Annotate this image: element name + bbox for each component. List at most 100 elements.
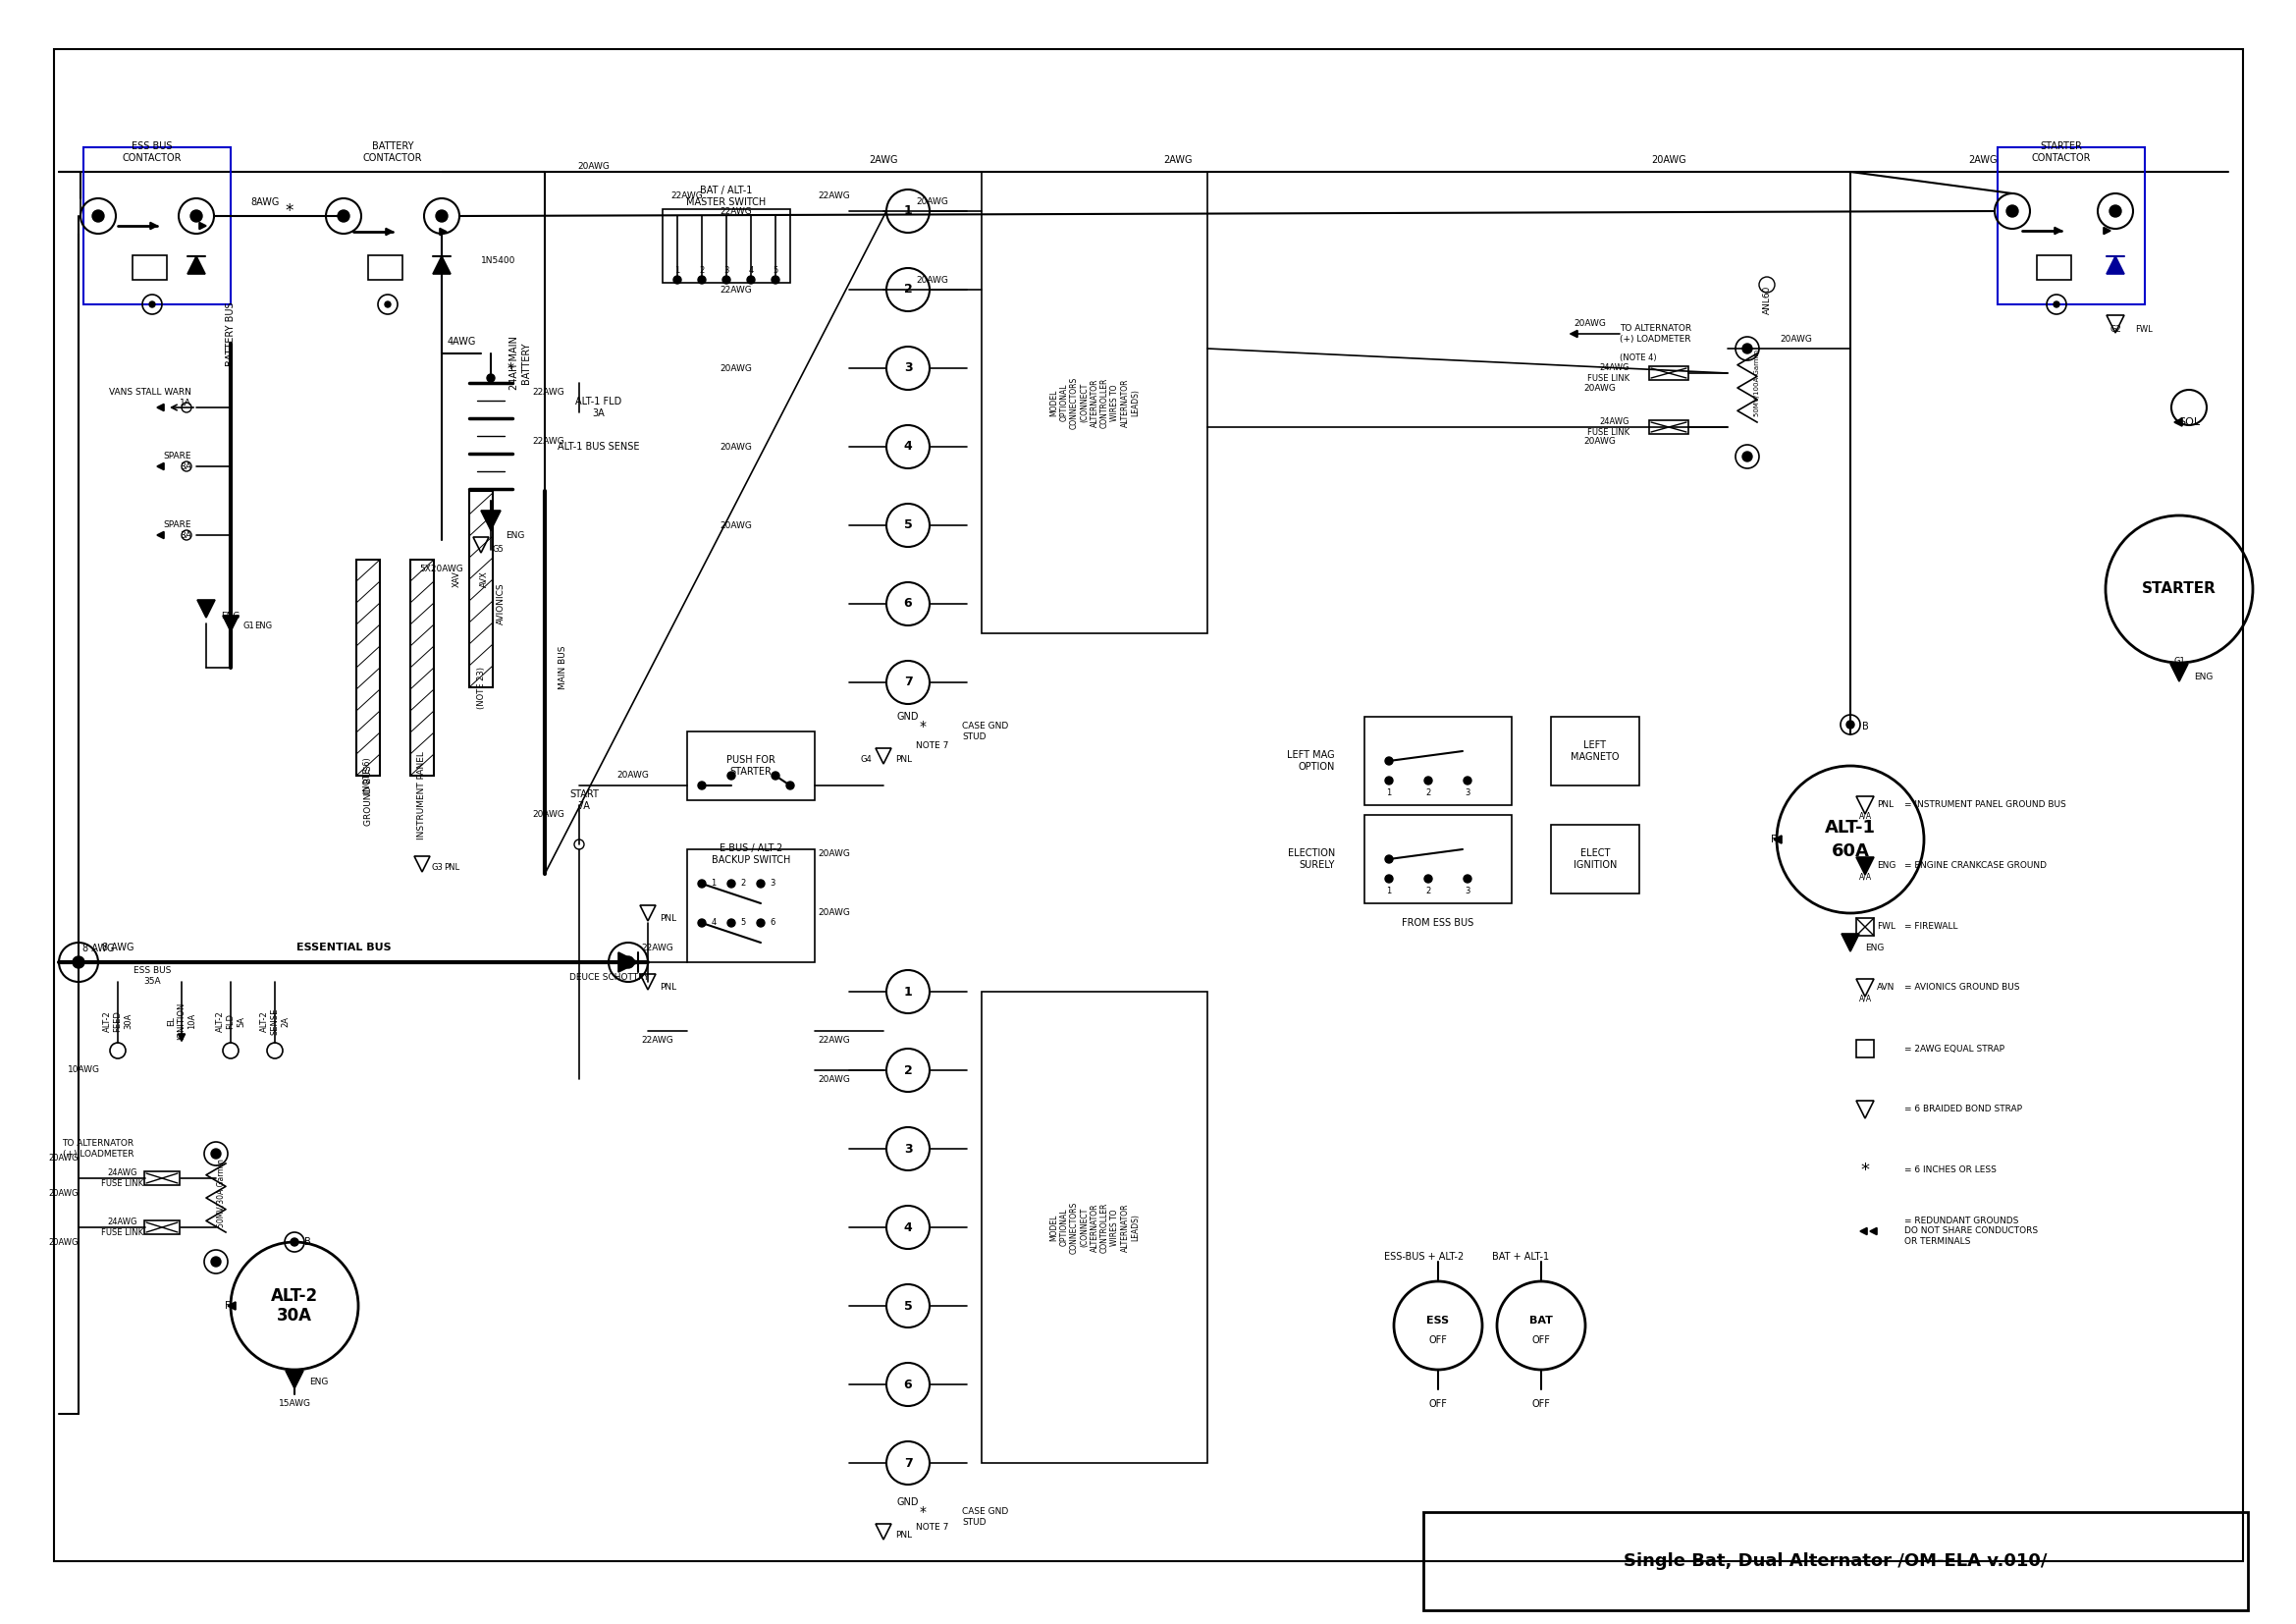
Bar bbox=[367, 255, 402, 279]
Text: = REDUNDANT GROUNDS
DO NOT SHARE CONDUCTORS
OR TERMINALS: = REDUNDANT GROUNDS DO NOT SHARE CONDUCT… bbox=[1903, 1216, 2039, 1246]
Text: 50MV/30A Garmin: 50MV/30A Garmin bbox=[216, 1158, 225, 1228]
Bar bbox=[983, 992, 1208, 1463]
Text: 4AWG: 4AWG bbox=[448, 336, 475, 346]
Polygon shape bbox=[618, 952, 638, 973]
Text: ESS BUS
35A: ESS BUS 35A bbox=[133, 966, 170, 986]
Text: 7: 7 bbox=[905, 676, 912, 689]
Circle shape bbox=[1463, 776, 1472, 784]
Text: LEFT MAG
OPTION: LEFT MAG OPTION bbox=[1288, 750, 1334, 771]
Text: 2: 2 bbox=[1426, 887, 1430, 896]
Polygon shape bbox=[1869, 1228, 1876, 1234]
Text: 22AWG: 22AWG bbox=[817, 1036, 850, 1046]
Text: BAT: BAT bbox=[1529, 1315, 1552, 1325]
Bar bbox=[468, 490, 494, 687]
Text: 1N5400: 1N5400 bbox=[480, 255, 517, 265]
Circle shape bbox=[758, 880, 765, 888]
Polygon shape bbox=[2170, 664, 2188, 682]
Text: BAT + ALT-1: BAT + ALT-1 bbox=[1492, 1252, 1550, 1262]
Text: (NOTE 23): (NOTE 23) bbox=[478, 666, 484, 708]
Text: ENG: ENG bbox=[310, 1379, 328, 1387]
Text: (NOTE 4): (NOTE 4) bbox=[1619, 354, 1658, 362]
Text: 22AWG: 22AWG bbox=[533, 388, 565, 398]
Polygon shape bbox=[2174, 419, 2181, 425]
Polygon shape bbox=[149, 222, 156, 229]
Text: 60A: 60A bbox=[1832, 843, 1869, 861]
Text: LEFT
MAGNETO: LEFT MAGNETO bbox=[1570, 741, 1619, 762]
Text: ALT-2
FEED
30A: ALT-2 FEED 30A bbox=[103, 1010, 133, 1031]
Bar bbox=[1364, 815, 1511, 903]
Circle shape bbox=[386, 302, 390, 307]
Text: 4: 4 bbox=[905, 1221, 912, 1234]
Text: 3: 3 bbox=[905, 1142, 912, 1155]
Text: 20AWG: 20AWG bbox=[1584, 437, 1616, 447]
Text: ESS-BUS + ALT-2: ESS-BUS + ALT-2 bbox=[1384, 1252, 1465, 1262]
Text: Single Bat, Dual Alternator /OM-ELA v.010/: Single Bat, Dual Alternator /OM-ELA v.01… bbox=[1623, 1553, 2048, 1570]
Polygon shape bbox=[2105, 257, 2124, 274]
Text: *: * bbox=[507, 361, 514, 375]
Text: 15AWG: 15AWG bbox=[278, 1400, 310, 1408]
Polygon shape bbox=[434, 257, 450, 274]
Text: PNL: PNL bbox=[443, 862, 459, 872]
Polygon shape bbox=[386, 229, 393, 235]
Text: ALT-2: ALT-2 bbox=[271, 1288, 319, 1306]
Circle shape bbox=[728, 771, 735, 780]
Text: GND: GND bbox=[898, 1497, 918, 1507]
Text: MODEL
OPTIONAL
CONNECTORS
(CONNECT
ALTERNATOR
CONTROLLER
WIRES TO
ALTERNATOR
LEA: MODEL OPTIONAL CONNECTORS (CONNECT ALTER… bbox=[1049, 1202, 1139, 1254]
Polygon shape bbox=[223, 615, 239, 632]
Text: TO ALTERNATOR
(+) LOADMETER: TO ALTERNATOR (+) LOADMETER bbox=[62, 1140, 133, 1158]
Circle shape bbox=[785, 781, 794, 789]
Circle shape bbox=[622, 957, 634, 968]
Text: G4: G4 bbox=[861, 755, 872, 763]
Text: ELECT
IGNITION: ELECT IGNITION bbox=[1573, 848, 1616, 870]
Text: 2: 2 bbox=[905, 283, 912, 296]
Circle shape bbox=[73, 957, 85, 968]
Circle shape bbox=[698, 276, 705, 284]
Circle shape bbox=[1846, 721, 1855, 729]
Circle shape bbox=[149, 302, 156, 307]
Circle shape bbox=[2110, 205, 2122, 218]
Text: 22AWG: 22AWG bbox=[533, 437, 565, 447]
Circle shape bbox=[2007, 205, 2018, 218]
Text: FROM ESS BUS: FROM ESS BUS bbox=[1403, 918, 1474, 927]
Text: ENG: ENG bbox=[220, 611, 239, 620]
Text: SPARE
3A: SPARE 3A bbox=[163, 521, 191, 539]
Text: NOTE 7: NOTE 7 bbox=[916, 742, 948, 750]
Text: 20AWG: 20AWG bbox=[721, 521, 753, 529]
Bar bbox=[1552, 716, 1639, 786]
Text: EL
IGNITION
10A: EL IGNITION 10A bbox=[168, 1002, 195, 1039]
Bar bbox=[145, 1171, 179, 1186]
Text: A/A: A/A bbox=[1860, 812, 1871, 820]
Circle shape bbox=[728, 919, 735, 927]
Bar bbox=[1552, 825, 1639, 893]
Text: NOTE 7: NOTE 7 bbox=[916, 1522, 948, 1531]
Text: = FIREWALL: = FIREWALL bbox=[1903, 922, 1958, 931]
Polygon shape bbox=[2103, 227, 2110, 234]
Text: 2AWG: 2AWG bbox=[1968, 156, 1998, 166]
Text: 3: 3 bbox=[1465, 887, 1469, 896]
Text: *: * bbox=[918, 719, 925, 734]
Bar bbox=[1855, 1039, 1874, 1057]
Text: 20AWG: 20AWG bbox=[1584, 383, 1616, 393]
Bar bbox=[1855, 918, 1874, 935]
Text: ENG: ENG bbox=[505, 531, 523, 539]
Text: 20AWG: 20AWG bbox=[48, 1189, 78, 1197]
Circle shape bbox=[487, 374, 494, 382]
Text: G3: G3 bbox=[432, 862, 443, 872]
Text: 1: 1 bbox=[905, 986, 912, 999]
Circle shape bbox=[338, 209, 349, 222]
Bar bbox=[1998, 148, 2144, 304]
Circle shape bbox=[1743, 451, 1752, 461]
Text: 20AWG: 20AWG bbox=[721, 442, 753, 451]
Text: 22AWG: 22AWG bbox=[817, 192, 850, 201]
Circle shape bbox=[436, 209, 448, 222]
Text: BATTERY BUS: BATTERY BUS bbox=[225, 302, 236, 365]
Text: AVN: AVN bbox=[1876, 984, 1894, 992]
Text: 4: 4 bbox=[905, 440, 912, 453]
Text: 6: 6 bbox=[769, 919, 776, 927]
Circle shape bbox=[746, 276, 755, 284]
Bar bbox=[983, 172, 1208, 633]
Text: ESSENTIAL BUS: ESSENTIAL BUS bbox=[296, 942, 390, 952]
Text: 4: 4 bbox=[748, 266, 753, 274]
Text: 24AWG
FUSE LINK: 24AWG FUSE LINK bbox=[1587, 417, 1630, 437]
Text: F: F bbox=[1770, 835, 1777, 844]
